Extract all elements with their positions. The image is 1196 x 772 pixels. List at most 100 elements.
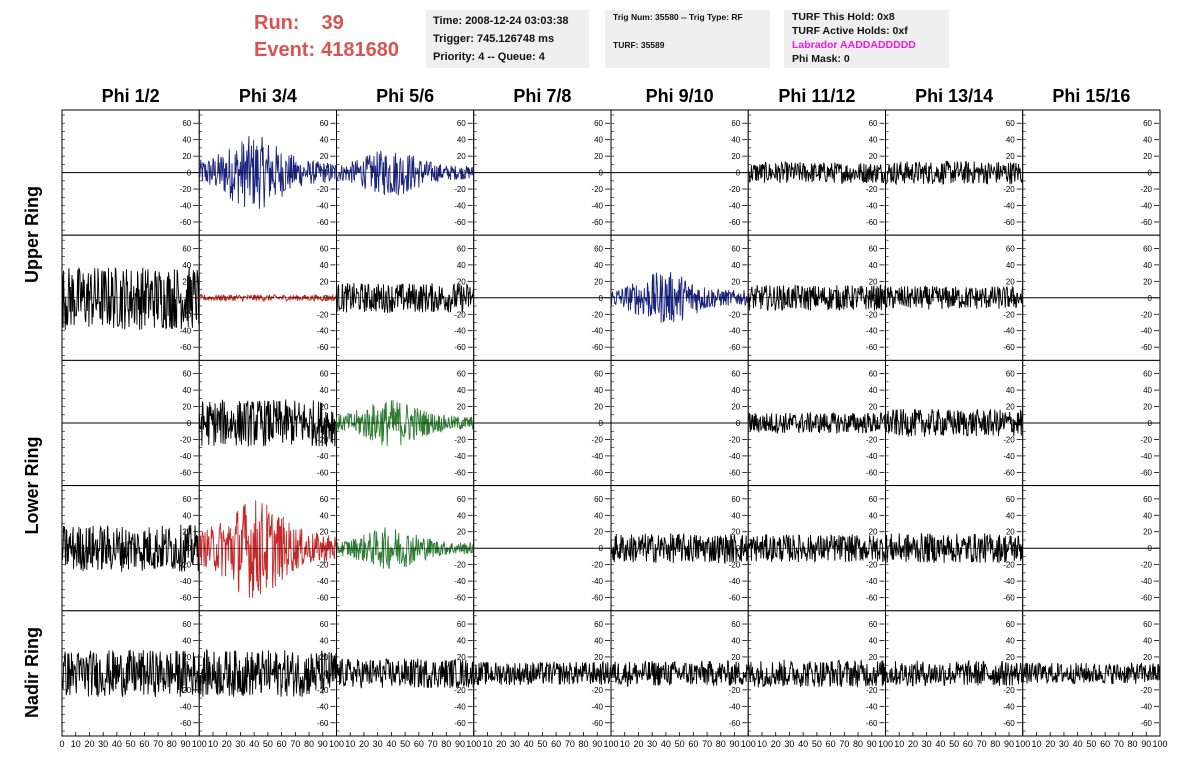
y-tick-label: 20 xyxy=(1006,277,1015,286)
y-tick-label: 20 xyxy=(320,528,329,537)
x-tick-label: 70 xyxy=(290,739,300,749)
y-tick-label: -60 xyxy=(729,719,741,728)
y-tick-label: -60 xyxy=(317,594,329,603)
y-tick-label: 0 xyxy=(1010,294,1015,303)
x-tick-label: 90 xyxy=(592,739,602,749)
y-tick-label: 60 xyxy=(594,370,603,379)
y-tick-label: -20 xyxy=(866,561,878,570)
y-tick-label: -20 xyxy=(180,185,192,194)
time-info-box: Time: 2008-12-24 03:03:38 Trigger: 745.1… xyxy=(426,10,589,68)
y-tick-label: -60 xyxy=(180,468,192,477)
waveform-trace xyxy=(610,660,749,687)
x-tick-label: 100 xyxy=(1152,739,1167,749)
y-tick-label: -20 xyxy=(454,435,466,444)
x-tick-label: 80 xyxy=(441,739,451,749)
y-tick-label: 40 xyxy=(731,136,740,145)
y-tick-label: -40 xyxy=(454,577,466,586)
y-tick-label: 60 xyxy=(320,620,329,629)
x-tick-label: 80 xyxy=(990,739,1000,749)
x-tick-label: 10 xyxy=(482,739,492,749)
x-tick-label: 50 xyxy=(537,739,547,749)
y-tick-label: -40 xyxy=(1003,452,1015,461)
run-value: 39 xyxy=(321,12,344,34)
y-tick-label: -40 xyxy=(1003,327,1015,336)
y-tick-label: 20 xyxy=(1143,403,1152,412)
x-tick-label: 70 xyxy=(702,739,712,749)
x-tick-label: 80 xyxy=(304,739,314,749)
y-tick-label: 20 xyxy=(731,277,740,286)
y-tick-label: 20 xyxy=(182,403,191,412)
column-header: Phi 9/10 xyxy=(645,86,714,106)
x-tick-label: 80 xyxy=(167,739,177,749)
x-tick-label: 20 xyxy=(1045,739,1055,749)
x-tick-label: 50 xyxy=(812,739,822,749)
y-tick-label: -40 xyxy=(180,577,192,586)
y-tick-label: -40 xyxy=(729,702,741,711)
y-tick-label: -20 xyxy=(1140,310,1152,319)
y-tick-label: 20 xyxy=(1143,653,1152,662)
trig-info-box: Trig Num: 35580 -- Trig Type: RF TURF: 3… xyxy=(605,10,770,68)
x-tick-label: 80 xyxy=(579,739,589,749)
y-tick-label: -40 xyxy=(866,577,878,586)
y-tick-label: 20 xyxy=(1006,528,1015,537)
x-tick-label: 100 xyxy=(741,739,756,749)
y-tick-label: 60 xyxy=(182,495,191,504)
y-tick-label: 60 xyxy=(731,244,740,253)
x-tick-label: 20 xyxy=(84,739,94,749)
y-tick-label: -40 xyxy=(1140,577,1152,586)
y-tick-label: -40 xyxy=(317,327,329,336)
y-tick-label: 20 xyxy=(731,403,740,412)
x-tick-label: 30 xyxy=(784,739,794,749)
column-header: Phi 5/6 xyxy=(376,86,435,106)
y-tick-label: 20 xyxy=(594,403,603,412)
y-tick-label: 0 xyxy=(1148,669,1153,678)
column-header: Phi 3/4 xyxy=(238,86,297,106)
y-tick-label: -40 xyxy=(317,577,329,586)
y-tick-label: -20 xyxy=(591,185,603,194)
y-tick-label: 40 xyxy=(320,261,329,270)
waveform-trace xyxy=(336,399,475,447)
x-tick-label: 60 xyxy=(551,739,561,749)
x-tick-label: 20 xyxy=(771,739,781,749)
y-tick-label: -40 xyxy=(866,702,878,711)
y-tick-label: -20 xyxy=(1003,561,1015,570)
y-tick-label: 0 xyxy=(736,544,741,553)
x-tick-label: 30 xyxy=(647,739,657,749)
y-tick-label: -60 xyxy=(1003,468,1015,477)
y-tick-label: 40 xyxy=(1006,136,1015,145)
x-tick-label: 70 xyxy=(153,739,163,749)
x-tick-label: 90 xyxy=(867,739,877,749)
y-tick-label: -60 xyxy=(591,468,603,477)
x-tick-label: 30 xyxy=(373,739,383,749)
y-tick-label: 0 xyxy=(461,294,466,303)
y-tick-label: 20 xyxy=(594,528,603,537)
y-tick-label: -60 xyxy=(1003,594,1015,603)
y-tick-label: 40 xyxy=(1143,386,1152,395)
y-tick-label: 60 xyxy=(457,370,466,379)
y-tick-label: 40 xyxy=(869,261,878,270)
waveform-trace xyxy=(885,533,1024,564)
waveform-trace xyxy=(1022,662,1161,685)
y-tick-label: 20 xyxy=(1143,277,1152,286)
y-tick-label: 40 xyxy=(594,136,603,145)
x-tick-label: 0 xyxy=(59,739,64,749)
x-tick-label: 50 xyxy=(949,739,959,749)
y-tick-label: 0 xyxy=(1010,169,1015,178)
event-value: 4181680 xyxy=(321,39,399,61)
y-tick-label: -40 xyxy=(317,202,329,211)
y-tick-label: 60 xyxy=(869,244,878,253)
x-tick-label: 10 xyxy=(1031,739,1041,749)
y-tick-label: 60 xyxy=(869,620,878,629)
